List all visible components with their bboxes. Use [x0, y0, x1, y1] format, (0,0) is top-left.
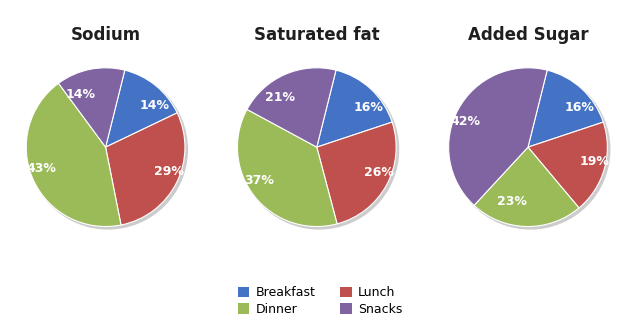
Text: 21%: 21% — [265, 91, 295, 104]
Circle shape — [240, 70, 399, 229]
Wedge shape — [528, 70, 604, 147]
Wedge shape — [106, 70, 177, 147]
Wedge shape — [58, 68, 125, 147]
Wedge shape — [317, 122, 396, 224]
Text: 14%: 14% — [65, 88, 95, 101]
Circle shape — [29, 70, 188, 229]
Text: 16%: 16% — [564, 101, 595, 114]
Wedge shape — [528, 122, 607, 208]
Title: Added Sugar: Added Sugar — [468, 26, 588, 43]
Text: 43%: 43% — [26, 163, 56, 175]
Text: 37%: 37% — [244, 174, 275, 187]
Wedge shape — [26, 83, 121, 227]
Legend: Breakfast, Dinner, Lunch, Snacks: Breakfast, Dinner, Lunch, Snacks — [233, 281, 407, 321]
Wedge shape — [106, 113, 185, 225]
Wedge shape — [237, 110, 337, 227]
Text: 23%: 23% — [497, 195, 527, 208]
Text: 19%: 19% — [580, 155, 610, 168]
Title: Saturated fat: Saturated fat — [254, 26, 380, 43]
Text: 29%: 29% — [154, 165, 184, 178]
Text: 14%: 14% — [140, 99, 170, 112]
Wedge shape — [449, 68, 547, 205]
Text: 42%: 42% — [451, 115, 481, 128]
Circle shape — [451, 70, 610, 229]
Wedge shape — [317, 70, 392, 147]
Wedge shape — [474, 147, 579, 227]
Title: Sodium: Sodium — [70, 26, 141, 43]
Wedge shape — [247, 68, 336, 147]
Text: 16%: 16% — [353, 101, 383, 114]
Text: 26%: 26% — [364, 166, 394, 179]
